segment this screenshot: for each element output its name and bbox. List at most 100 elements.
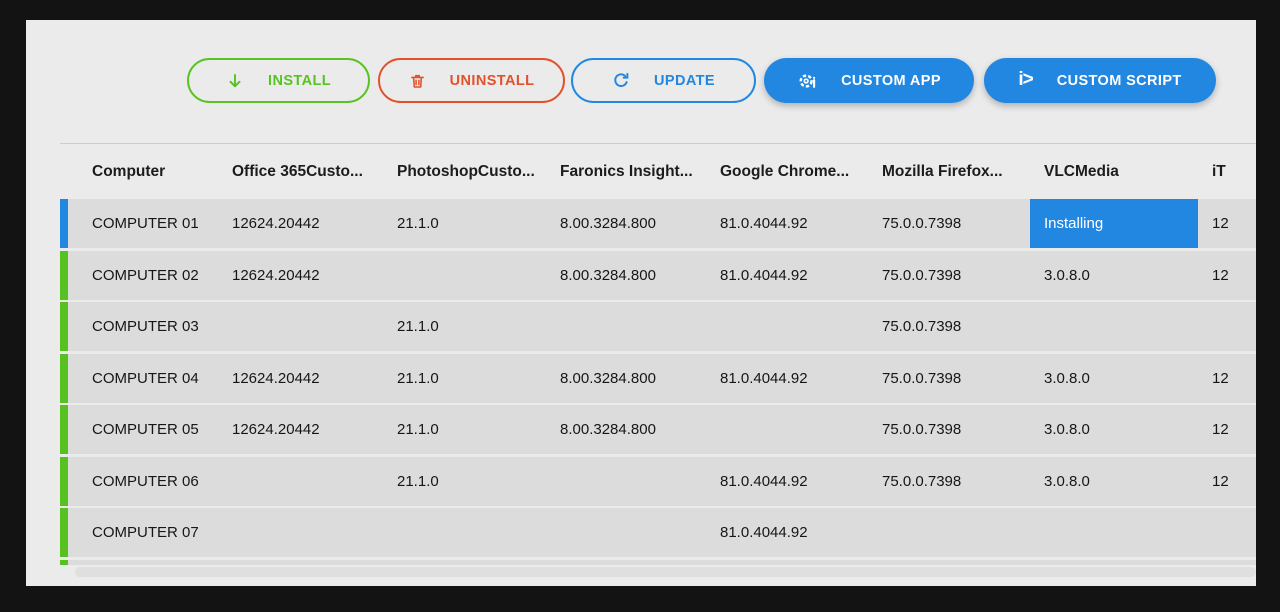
column-header-google-chrome-version[interactable]: Google Chrome... — [720, 162, 850, 180]
itunes-version-cell[interactable]: 12 — [1198, 250, 1256, 300]
vlc-media-version-cell[interactable]: 3.0.8.0 — [1030, 405, 1198, 454]
computer-name-cell[interactable]: COMPUTER 05 — [68, 405, 208, 454]
computer-row[interactable] — [60, 559, 1256, 565]
faronics-insight-version-cell[interactable]: 8.00.3284.800 — [536, 405, 696, 454]
mozilla-firefox-version-cell[interactable]: 75.0.0.7398 — [858, 302, 1030, 351]
photoshop-version-cell[interactable] — [373, 559, 536, 565]
google-chrome-version-cell[interactable]: 81.0.4044.92 — [696, 353, 858, 403]
faronics-insight-version-cell[interactable] — [536, 302, 696, 351]
computer-name-cell[interactable]: COMPUTER 07 — [68, 508, 208, 557]
uninstall-label: UNINSTALL — [449, 72, 535, 89]
mozilla-firefox-version-cell[interactable]: 75.0.0.7398 — [858, 456, 1030, 506]
column-header-office365-version[interactable]: Office 365Custo... — [232, 162, 363, 180]
computer-row[interactable]: COMPUTER 01 12624.20442 21.1.0 8.00.3284.80… — [60, 199, 1256, 248]
computer-row[interactable]: COMPUTER 02 12624.20442 8.00.3284.800 81.0.… — [60, 250, 1256, 300]
photoshop-version-cell[interactable]: 21.1.0 — [373, 302, 536, 351]
office365-version-cell[interactable]: 12624.20442 — [208, 199, 373, 248]
custom-script-button[interactable]: i> CUSTOM SCRIPT — [984, 58, 1216, 103]
office365-version-cell[interactable] — [208, 456, 373, 506]
google-chrome-version-cell[interactable] — [696, 559, 858, 565]
column-header-itunes-version[interactable]: iT — [1212, 162, 1226, 180]
faronics-insight-version-cell[interactable] — [536, 559, 696, 565]
uninstall-button[interactable]: UNINSTALL — [378, 58, 565, 103]
google-chrome-version-cell[interactable]: 81.0.4044.92 — [696, 250, 858, 300]
table-header-row: Computer Office 365Custo... PhotoshopCusto… — [60, 144, 1256, 199]
column-header-vlc-media-version[interactable]: VLCMedia — [1044, 162, 1119, 180]
photoshop-version-cell[interactable]: 21.1.0 — [373, 353, 536, 403]
office365-version-cell[interactable] — [208, 302, 373, 351]
vlc-media-version-cell[interactable]: 3.0.8.0 — [1030, 250, 1198, 300]
custom-script-label: CUSTOM SCRIPT — [1056, 72, 1182, 89]
computer-row[interactable]: COMPUTER 03 21.1.0 75.0.0.7398 — [60, 302, 1256, 351]
column-header-mozilla-firefox-version[interactable]: Mozilla Firefox... — [882, 162, 1003, 180]
custom-app-button[interactable]: CUSTOM APP — [764, 58, 974, 103]
computer-name-cell[interactable] — [68, 559, 208, 565]
mozilla-firefox-version-cell[interactable] — [858, 559, 1030, 565]
faronics-insight-version-cell[interactable]: 8.00.3284.800 — [536, 353, 696, 403]
installing-status-cell[interactable]: Installing — [1030, 199, 1198, 248]
download-arrow-icon — [226, 72, 244, 90]
computer-row[interactable]: COMPUTER 04 12624.20442 21.1.0 8.00.3284.80… — [60, 353, 1256, 403]
deploy-panel: INSTALL UNINSTALL UPDATE CUSTOM APP — [26, 20, 1256, 586]
computer-row[interactable]: COMPUTER 06 21.1.0 81.0.4044.92 75.0.0.7398… — [60, 456, 1256, 506]
itunes-version-cell[interactable] — [1198, 508, 1256, 557]
status-indicator-green — [60, 405, 68, 454]
update-button[interactable]: UPDATE — [571, 58, 756, 103]
computer-row[interactable]: COMPUTER 07 81.0.4044.92 — [60, 508, 1256, 557]
computer-name-cell[interactable]: COMPUTER 04 — [68, 353, 208, 403]
vlc-media-version-cell[interactable] — [1030, 508, 1198, 557]
google-chrome-version-cell[interactable]: 81.0.4044.92 — [696, 456, 858, 506]
computer-name-cell[interactable]: COMPUTER 01 — [68, 199, 208, 248]
faronics-insight-version-cell[interactable] — [536, 456, 696, 506]
refresh-icon — [612, 72, 630, 90]
horizontal-scrollbar[interactable] — [75, 567, 1256, 577]
install-button[interactable]: INSTALL — [187, 58, 370, 103]
column-header-computer-name[interactable]: Computer — [92, 162, 166, 180]
office365-version-cell[interactable]: 12624.20442 — [208, 250, 373, 300]
mozilla-firefox-version-cell[interactable] — [858, 508, 1030, 557]
office365-version-cell[interactable]: 12624.20442 — [208, 353, 373, 403]
status-indicator-green — [60, 302, 68, 351]
google-chrome-version-cell[interactable] — [696, 405, 858, 454]
faronics-insight-version-cell[interactable] — [536, 508, 696, 557]
photoshop-version-cell[interactable]: 21.1.0 — [373, 405, 536, 454]
office365-version-cell[interactable]: 12624.20442 — [208, 405, 373, 454]
photoshop-version-cell[interactable]: 21.1.0 — [373, 199, 536, 248]
google-chrome-version-cell[interactable]: 81.0.4044.92 — [696, 199, 858, 248]
vlc-media-version-cell[interactable] — [1030, 302, 1198, 351]
computer-name-cell[interactable]: COMPUTER 02 — [68, 250, 208, 300]
status-indicator-green — [60, 559, 68, 565]
itunes-version-cell[interactable] — [1198, 302, 1256, 351]
photoshop-version-cell[interactable] — [373, 250, 536, 300]
mozilla-firefox-version-cell[interactable]: 75.0.0.7398 — [858, 353, 1030, 403]
gear-icon — [797, 71, 817, 91]
photoshop-version-cell[interactable]: 21.1.0 — [373, 456, 536, 506]
column-header-faronics-insight-version[interactable]: Faronics Insight... — [560, 162, 693, 180]
script-icon: i> — [1018, 68, 1033, 90]
faronics-insight-version-cell[interactable]: 8.00.3284.800 — [536, 250, 696, 300]
mozilla-firefox-version-cell[interactable]: 75.0.0.7398 — [858, 405, 1030, 454]
itunes-version-cell[interactable]: 12 — [1198, 456, 1256, 506]
office365-version-cell[interactable] — [208, 559, 373, 565]
office365-version-cell[interactable] — [208, 508, 373, 557]
vlc-media-version-cell[interactable] — [1030, 559, 1198, 565]
itunes-version-cell[interactable] — [1198, 559, 1256, 565]
computer-name-cell[interactable]: COMPUTER 03 — [68, 302, 208, 351]
google-chrome-version-cell[interactable] — [696, 302, 858, 351]
mozilla-firefox-version-cell[interactable]: 75.0.0.7398 — [858, 250, 1030, 300]
update-label: UPDATE — [654, 72, 715, 89]
itunes-version-cell[interactable]: 12 — [1198, 353, 1256, 403]
photoshop-version-cell[interactable] — [373, 508, 536, 557]
itunes-version-cell[interactable]: 12 — [1198, 405, 1256, 454]
vlc-media-version-cell[interactable]: 3.0.8.0 — [1030, 456, 1198, 506]
mozilla-firefox-version-cell[interactable]: 75.0.0.7398 — [858, 199, 1030, 248]
faronics-insight-version-cell[interactable]: 8.00.3284.800 — [536, 199, 696, 248]
install-label: INSTALL — [268, 72, 331, 89]
google-chrome-version-cell[interactable]: 81.0.4044.92 — [696, 508, 858, 557]
vlc-media-version-cell[interactable]: 3.0.8.0 — [1030, 353, 1198, 403]
custom-app-label: CUSTOM APP — [841, 72, 941, 89]
computer-row[interactable]: COMPUTER 05 12624.20442 21.1.0 8.00.3284.80… — [60, 405, 1256, 454]
itunes-version-cell[interactable]: 12 — [1198, 199, 1256, 248]
column-header-photoshop-version[interactable]: PhotoshopCusto... — [397, 162, 535, 180]
computer-name-cell[interactable]: COMPUTER 06 — [68, 456, 208, 506]
